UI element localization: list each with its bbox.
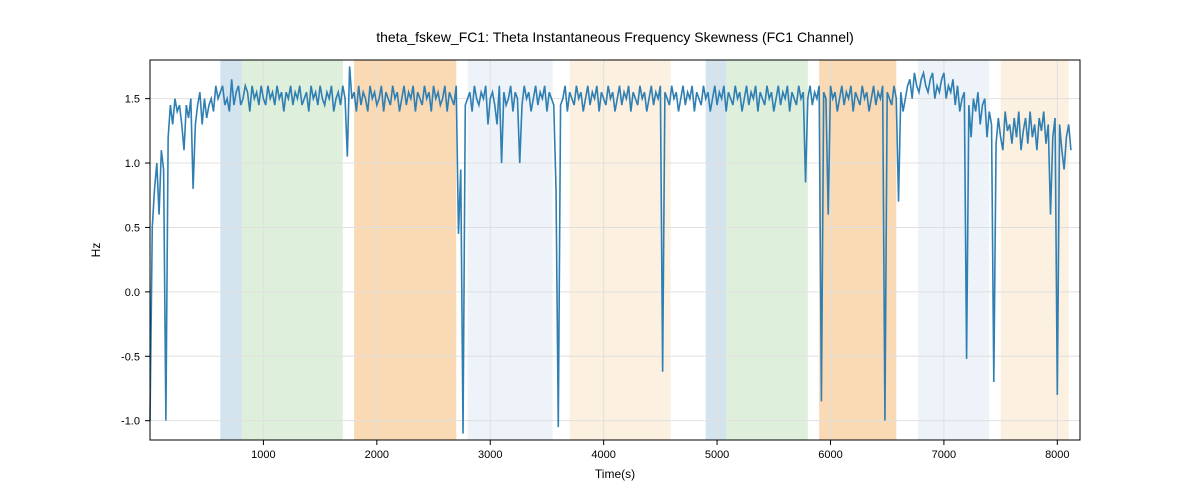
x-tick-label: 4000 xyxy=(591,449,615,461)
shaded-region xyxy=(242,60,343,440)
shaded-region xyxy=(220,60,242,440)
chart-container: 1000 2000 3000 4000 5000 6000 7000 8000 -1.0 -0.5… xyxy=(0,0,1200,500)
shaded-region xyxy=(354,60,456,440)
y-tick-label: -1.0 xyxy=(121,416,140,428)
shaded-region xyxy=(706,60,726,440)
x-tick-label: 7000 xyxy=(932,449,956,461)
x-tick-label: 3000 xyxy=(478,449,502,461)
y-tick-label: -0.5 xyxy=(121,351,140,363)
y-tick-label: 0.5 xyxy=(125,222,140,234)
x-axis-label: Time(s) xyxy=(595,467,635,481)
x-tick-label: 1000 xyxy=(251,449,275,461)
shaded-region xyxy=(468,60,553,440)
y-tick-label: 0.0 xyxy=(125,287,140,299)
line-chart: 1000 2000 3000 4000 5000 6000 7000 8000 -1.0 -0.5… xyxy=(0,0,1200,500)
chart-title: theta_fskew_FC1: Theta Instantaneous Fre… xyxy=(376,29,854,45)
shaded-region xyxy=(726,60,808,440)
y-tick-label: 1.0 xyxy=(125,158,140,170)
y-tick-label: 1.5 xyxy=(125,94,140,106)
shaded-region xyxy=(570,60,671,440)
x-tick-label: 8000 xyxy=(1045,449,1069,461)
x-tick-label: 2000 xyxy=(365,449,389,461)
y-axis-label: Hz xyxy=(89,243,103,258)
x-tick-label: 6000 xyxy=(818,449,842,461)
x-tick-label: 5000 xyxy=(705,449,729,461)
shaded-region xyxy=(918,60,989,440)
